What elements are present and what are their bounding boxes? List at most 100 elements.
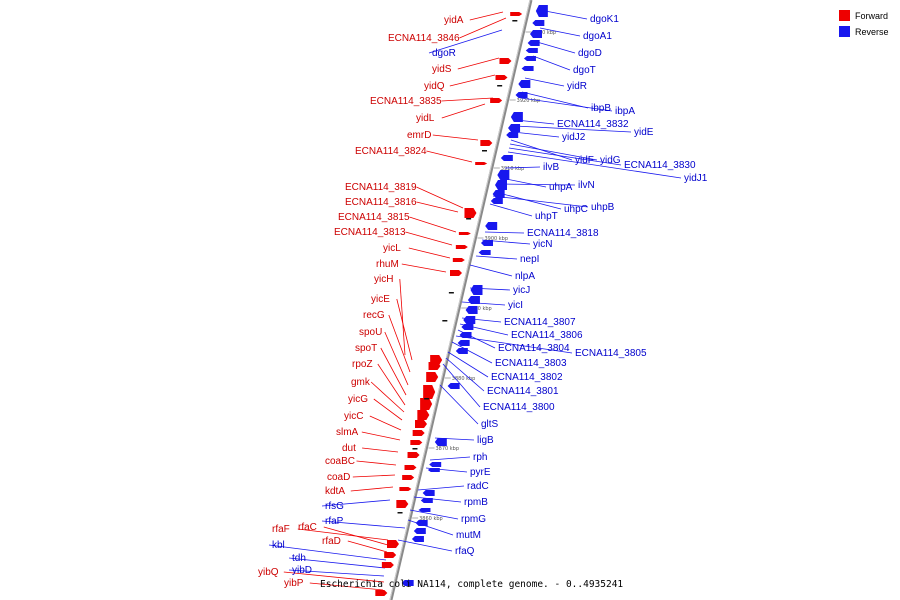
gene-label-spot: spoT: [355, 343, 377, 354]
leader-line: [451, 341, 493, 364]
tick-label: 3920 kbp: [517, 98, 541, 104]
reverse-gene-block: [411, 536, 424, 542]
gene-label-tdh: tdh: [292, 553, 306, 564]
gene-label-ecna114_3806: ECNA114_3806: [511, 330, 583, 341]
leader-line: [405, 231, 453, 246]
gene-label-gmk: gmk: [351, 377, 371, 388]
forward-gene-block: [404, 465, 417, 470]
reverse-gene-block: [535, 5, 548, 17]
coordinate-ticks: 3930 kbp 3920 kbp 3910 kbp 3900 kbp 3890 kbp…: [412, 30, 556, 522]
gene-label-ibpb: ibpB: [591, 103, 611, 114]
backbone-mark: [497, 85, 503, 87]
forward-gene-block: [428, 362, 441, 370]
gene-label-ilvb: ilvB: [543, 162, 559, 173]
gene-label-yidq: yidQ: [424, 81, 445, 92]
leader-line: [457, 57, 500, 70]
leader-line: [508, 147, 622, 166]
backbone-mark: [442, 320, 448, 322]
gene-label-uhpb: uhpB: [591, 202, 615, 213]
forward-gene-block: [412, 430, 425, 436]
reverse-gene-block: [461, 324, 474, 330]
gene-label-dgod: dgoD: [578, 48, 602, 59]
tick-label: 3910 kbp: [501, 166, 525, 172]
legend-forward-label: Forward: [855, 11, 888, 21]
reverse-gene-block: [429, 462, 442, 467]
gene-label-rfac: rfaC: [298, 522, 317, 533]
forward-gene-block: [420, 398, 433, 410]
gene-label-ecna114_3835: ECNA114_3835: [370, 96, 442, 107]
reverse-gene-block: [457, 340, 470, 346]
forward-gene-block: [384, 552, 397, 558]
leader-line: [397, 539, 453, 552]
reverse-gene-block: [447, 383, 460, 389]
leader-line: [520, 97, 613, 112]
forward-gene-block: [490, 98, 503, 103]
forward-gene-block: [415, 420, 427, 428]
reverse-gene-block: [508, 124, 521, 132]
gene-label-ecna114_3819: ECNA114_3819: [345, 182, 417, 193]
gene-label-ecna114_3801: ECNA114_3801: [487, 386, 559, 397]
reverse-gene-block: [525, 48, 538, 53]
gene-label-ecna114_3832: ECNA114_3832: [557, 119, 629, 130]
forward-gene-block: [410, 440, 423, 445]
forward-gene-block: [423, 385, 436, 399]
gene-label-kbl: kbl: [272, 540, 285, 551]
gene-label-yidl: yidL: [416, 113, 435, 124]
gene-label-yidg: yidG: [600, 155, 621, 166]
leader-line: [484, 231, 525, 234]
gene-label-yibd: yibD: [292, 565, 312, 576]
leader-line: [416, 201, 459, 213]
gene-label-pyre: pyrE: [470, 467, 491, 478]
genome-backbone-highlight: [389, 0, 531, 600]
reverse-gene-block: [434, 438, 447, 446]
reverse-gene-block: [532, 20, 545, 26]
leader-line: [449, 74, 496, 87]
reverse-gene-block: [478, 250, 491, 255]
leader-line: [309, 582, 384, 591]
forward-gene-block: [426, 372, 439, 382]
leader-line: [321, 520, 406, 529]
gene-label-rpoz: rpoZ: [352, 359, 373, 370]
reverse-gene-block: [415, 520, 428, 526]
gene-label-rpmg: rpmG: [461, 514, 486, 525]
reverse-gene-block: [495, 180, 507, 190]
forward-gene-block: [458, 232, 471, 235]
reverse-gene-block: [500, 155, 513, 161]
gene-label-yicn: yicN: [533, 239, 552, 250]
gene-label-rhum: rhuM: [376, 259, 399, 270]
legend: Forward Reverse: [839, 10, 889, 37]
leader-line: [461, 301, 506, 306]
backbone-mark: [448, 292, 454, 294]
leader-line: [362, 447, 399, 453]
gene-label-ecna114_3805: ECNA114_3805: [575, 348, 647, 359]
gene-label-yidf: yidF: [575, 155, 594, 166]
leader-line: [524, 77, 565, 87]
tick-label: 3880 kbp: [452, 376, 476, 382]
forward-gene-block: [381, 562, 394, 568]
leader-line: [428, 29, 503, 54]
forward-gene-block: [499, 58, 512, 64]
gene-label-yicg: yicG: [348, 394, 368, 405]
genome-backbone: [389, 0, 533, 600]
gene-label-nepi: nepI: [520, 254, 539, 265]
reverse-gene-block: [523, 56, 536, 61]
gene-label-ecna114_3818: ECNA114_3818: [527, 228, 599, 239]
gene-label-rfaq: rfaQ: [455, 546, 475, 557]
gene-label-uhpc: uhpC: [564, 204, 588, 215]
forward-gene-block: [464, 208, 477, 218]
gene-label-yicj: yicJ: [513, 285, 530, 296]
leader-line: [455, 335, 573, 354]
leader-line: [514, 125, 632, 133]
gene-label-dgok1: dgoK1: [590, 14, 619, 25]
forward-gene-block: [375, 590, 388, 596]
leader-line: [409, 216, 457, 233]
leader-line: [369, 415, 402, 431]
gene-label-ilvn: ilvN: [578, 180, 595, 191]
gene-label-rfad: rfaD: [322, 536, 341, 547]
gene-label-yidj2: yidJ2: [562, 132, 586, 143]
leader-line: [439, 384, 479, 425]
leader-line: [539, 27, 581, 37]
leader-line: [469, 264, 513, 277]
forward-gene-block: [480, 140, 493, 146]
leader-line: [417, 485, 465, 491]
